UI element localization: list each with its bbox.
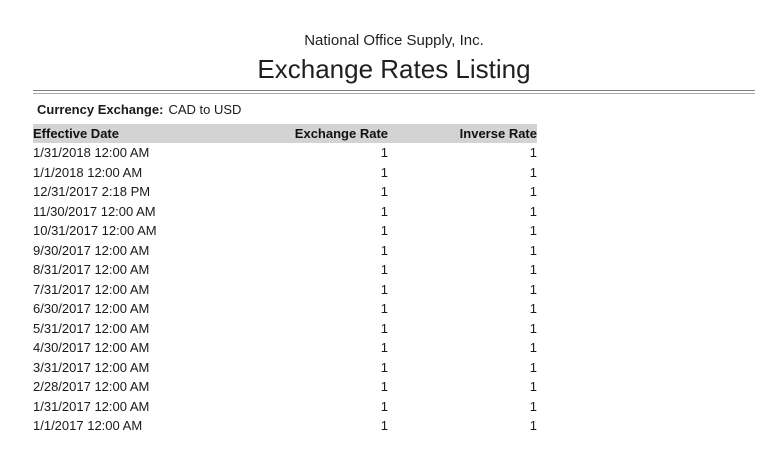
column-header-inverse-rate: Inverse Rate bbox=[388, 124, 537, 143]
exchange-rate-cell: 1 bbox=[380, 145, 388, 161]
exchange-rate-cell: 1 bbox=[380, 398, 388, 414]
effective-date-cell: 2/28/2017 12:00 AM bbox=[33, 379, 150, 395]
exchange-rate-cell: 1 bbox=[380, 340, 388, 356]
table-row: 4/30/2017 12:00 AM 1 1 bbox=[33, 338, 537, 358]
effective-date-cell: 1/1/2018 12:00 AM bbox=[33, 164, 143, 180]
table-row: 1/31/2017 12:00 AM 1 1 bbox=[33, 397, 537, 417]
table-row: 5/31/2017 12:00 AM 1 1 bbox=[33, 319, 537, 339]
table-row: 12/31/2017 2:18 PM 1 1 bbox=[33, 182, 537, 202]
table-row: 1/1/2017 12:00 AM 1 1 bbox=[33, 416, 537, 436]
table-row: 1/1/2018 12:00 AM 1 1 bbox=[33, 163, 537, 183]
exchange-rate-cell: 1 bbox=[380, 359, 388, 375]
effective-date-cell: 5/31/2017 12:00 AM bbox=[33, 320, 150, 336]
effective-date-cell: 9/30/2017 12:00 AM bbox=[33, 242, 150, 258]
table-row: 7/31/2017 12:00 AM 1 1 bbox=[33, 280, 537, 300]
effective-date-cell: 4/30/2017 12:00 AM bbox=[33, 340, 150, 356]
inverse-rate-cell: 1 bbox=[529, 398, 537, 414]
exchange-rate-cell: 1 bbox=[380, 242, 388, 258]
rates-table-body: 1/31/2018 12:00 AM 1 1 1/1/2018 12:00 AM 1 1 1… bbox=[33, 143, 537, 436]
table-row: 1/31/2018 12:00 AM 1 1 bbox=[33, 143, 537, 163]
exchange-rate-cell: 1 bbox=[380, 301, 388, 317]
exchange-rate-cell: 1 bbox=[380, 203, 388, 219]
table-row: 6/30/2017 12:00 AM 1 1 bbox=[33, 299, 537, 319]
inverse-rate-cell: 1 bbox=[529, 340, 537, 356]
table-row: 11/30/2017 12:00 AM 1 1 bbox=[33, 202, 537, 222]
report-title: Exchange Rates Listing bbox=[257, 54, 531, 84]
effective-date-cell: 1/31/2017 12:00 AM bbox=[33, 398, 150, 414]
effective-date-cell: 10/31/2017 12:00 AM bbox=[33, 223, 157, 239]
column-header-effective-date: Effective Date bbox=[33, 124, 283, 143]
inverse-rate-cell: 1 bbox=[529, 320, 537, 336]
table-row: 3/31/2017 12:00 AM 1 1 bbox=[33, 358, 537, 378]
exchange-rate-cell: 1 bbox=[380, 281, 388, 297]
table-row: 8/31/2017 12:00 AM 1 1 bbox=[33, 260, 537, 280]
inverse-rate-cell: 1 bbox=[529, 301, 537, 317]
table-row: 10/31/2017 12:00 AM 1 1 bbox=[33, 221, 537, 241]
effective-date-cell: 11/30/2017 12:00 AM bbox=[33, 203, 156, 219]
exchange-rates-table: Effective Date Exchange Rate Inverse Rat… bbox=[33, 124, 537, 436]
report-content: National Office Supply, Inc. Exchange Ra… bbox=[33, 0, 755, 436]
effective-date-cell: 1/1/2017 12:00 AM bbox=[33, 418, 143, 434]
inverse-rate-cell: 1 bbox=[529, 379, 537, 395]
inverse-rate-cell: 1 bbox=[529, 164, 537, 180]
exchange-rate-cell: 1 bbox=[380, 223, 388, 239]
effective-date-cell: 3/31/2017 12:00 AM bbox=[33, 359, 150, 375]
inverse-rate-cell: 1 bbox=[529, 262, 537, 278]
effective-date-cell: 12/31/2017 2:18 PM bbox=[33, 184, 151, 200]
inverse-rate-cell: 1 bbox=[529, 203, 537, 219]
effective-date-cell: 7/31/2017 12:00 AM bbox=[33, 281, 150, 297]
exchange-rate-cell: 1 bbox=[380, 184, 388, 200]
effective-date-cell: 6/30/2017 12:00 AM bbox=[33, 301, 150, 317]
inverse-rate-cell: 1 bbox=[529, 242, 537, 258]
table-row: 9/30/2017 12:00 AM 1 1 bbox=[33, 241, 537, 261]
effective-date-cell: 1/31/2018 12:00 AM bbox=[33, 145, 150, 161]
currency-exchange-label: Currency Exchange: bbox=[37, 102, 164, 117]
company-name: National Office Supply, Inc. bbox=[304, 32, 484, 49]
title-divider-rule bbox=[33, 90, 755, 94]
currency-exchange-value: CAD to USD bbox=[168, 102, 242, 117]
inverse-rate-cell: 1 bbox=[529, 223, 537, 239]
column-header-exchange-rate: Exchange Rate bbox=[283, 124, 388, 143]
inverse-rate-cell: 1 bbox=[529, 418, 537, 434]
inverse-rate-cell: 1 bbox=[529, 359, 537, 375]
table-row: 2/28/2017 12:00 AM 1 1 bbox=[33, 377, 537, 397]
inverse-rate-cell: 1 bbox=[529, 145, 537, 161]
effective-date-cell: 8/31/2017 12:00 AM bbox=[33, 262, 150, 278]
exchange-rate-cell: 1 bbox=[380, 379, 388, 395]
exchange-rate-cell: 1 bbox=[380, 164, 388, 180]
table-header-row: Effective Date Exchange Rate Inverse Rat… bbox=[33, 124, 537, 143]
exchange-rate-cell: 1 bbox=[380, 262, 388, 278]
exchange-rate-cell: 1 bbox=[380, 320, 388, 336]
inverse-rate-cell: 1 bbox=[529, 184, 537, 200]
currency-exchange-line: Currency Exchange: CAD to USD bbox=[33, 102, 755, 118]
exchange-rate-cell: 1 bbox=[380, 418, 388, 434]
inverse-rate-cell: 1 bbox=[529, 281, 537, 297]
